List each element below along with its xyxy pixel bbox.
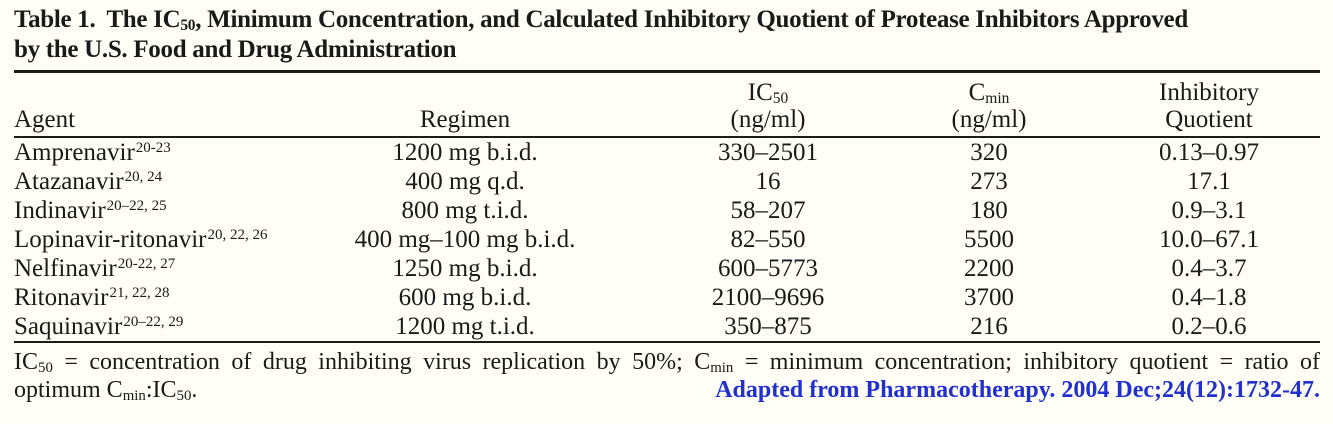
table-header: Agent Regimen IC50 (ng/ml) Cmin (ng/ml) … — [14, 73, 1320, 138]
footnote-ic50-subscript2: 50 — [176, 388, 192, 405]
cell-regimen: 600 mg b.i.d. — [398, 284, 532, 311]
agent-name: Ritonavir — [14, 284, 109, 311]
col-header-inhibitory-quotient: Inhibitory Quotient — [1042, 73, 1320, 138]
footnote-text-c: = minimum concentration; inhibitory quot… — [733, 349, 1320, 375]
table-body: Amprenavir20-23 1200 mg b.i.d. 330–2501 … — [14, 137, 1320, 342]
cell-inhibitory-quotient: 0.13–0.97 — [1159, 139, 1259, 166]
cell-cmin: 216 — [970, 313, 1008, 340]
cell-inhibitory-quotient: 0.4–3.7 — [1171, 255, 1247, 282]
agent-reference-superscript: 20, 22, 26 — [207, 227, 268, 244]
cell-cmin: 320 — [970, 139, 1008, 166]
cell-regimen: 400 mg–100 mg b.i.d. — [354, 226, 576, 253]
col-header-cmin: Cmin (ng/ml) — [936, 73, 1042, 138]
cell-cmin: 180 — [970, 197, 1008, 224]
cell-ic50: 58–207 — [730, 197, 806, 224]
agent-name: Nelfinavir — [14, 255, 117, 282]
cell-ic50: 2100–9696 — [711, 284, 825, 311]
table-row-atazanavir: Atazanavir20, 24 400 mg q.d. 16 273 17.1 — [14, 167, 1320, 196]
cell-inhibitory-quotient: 10.0–67.1 — [1159, 226, 1259, 253]
title-ic50-subscript: 50 — [180, 17, 196, 35]
cell-regimen: 1250 mg b.i.d. — [392, 255, 538, 282]
table-row-ritonavir: Ritonavir21, 22, 28 600 mg b.i.d. 2100–9… — [14, 283, 1320, 312]
cell-agent: Atazanavir20, 24 — [14, 167, 330, 196]
footnote-period: . — [191, 377, 198, 403]
cell-inhibitory-quotient: 0.4–1.8 — [1171, 284, 1247, 311]
agent-reference-superscript: 20–22, 25 — [106, 198, 167, 215]
cell-cmin: 2200 — [964, 255, 1014, 282]
footnote-ic50-subscript: 50 — [38, 360, 53, 377]
title-text-b: , Minimum Concentration, and Calculated … — [195, 6, 1188, 33]
cell-ic50: 82–550 — [730, 226, 806, 253]
cell-regimen: 1200 mg b.i.d. — [392, 139, 538, 166]
cell-regimen: 400 mg q.d. — [405, 168, 525, 195]
cell-cmin: 3700 — [964, 284, 1014, 311]
cmin-header-abbr: Cmin — [936, 79, 1042, 108]
agent-reference-superscript: 21, 22, 28 — [109, 285, 170, 302]
footnote-line2: optimum Cmin:IC50. — [14, 376, 197, 404]
table-title-line2: by the U.S. Food and Drug Administration — [14, 36, 457, 63]
table-number: Table 1. — [14, 6, 96, 33]
cmin-subscript: min — [985, 90, 1010, 108]
cell-cmin: 5500 — [964, 226, 1014, 253]
cell-agent: Lopinavir-ritonavir20, 22, 26 — [14, 225, 330, 254]
cell-cmin: 273 — [970, 168, 1008, 195]
ic50-header-unit: (ng/ml) — [730, 106, 806, 133]
cell-agent: Nelfinavir20-22, 27 — [14, 254, 330, 283]
iq-header-line1: Inhibitory — [1159, 79, 1259, 106]
cell-regimen: 800 mg t.i.d. — [401, 197, 529, 224]
agent-name: Amprenavir — [14, 139, 135, 166]
cell-agent: Indinavir20–22, 25 — [14, 196, 330, 225]
iq-header-line2: Quotient — [1165, 106, 1253, 133]
cell-agent: Amprenavir20-23 — [14, 137, 330, 167]
source-citation: Adapted from Pharmacotherapy. 2004 Dec;2… — [715, 377, 1320, 403]
title-text-a: The IC — [106, 6, 181, 33]
ic50-header-abbr: IC50 — [600, 79, 936, 108]
table-row-nelfinavir: Nelfinavir20-22, 27 1250 mg b.i.d. 600–5… — [14, 254, 1320, 283]
cmin-header-unit: (ng/ml) — [951, 106, 1027, 133]
cell-agent: Saquinavir20–22, 29 — [14, 312, 330, 342]
agent-name: Saquinavir — [14, 313, 123, 340]
ic50-subscript: 50 — [772, 90, 789, 108]
footnote-cmin-subscript: min — [710, 360, 734, 377]
table-row-lopinavir-ritonavir: Lopinavir-ritonavir20, 22, 26 400 mg–100… — [14, 225, 1320, 254]
col-header-ic50: IC50 (ng/ml) — [600, 73, 936, 138]
table-row-indinavir: Indinavir20–22, 25 800 mg t.i.d. 58–207 … — [14, 196, 1320, 225]
cell-regimen: 1200 mg t.i.d. — [395, 313, 535, 340]
footnote-bottom-row: optimum Cmin:IC50. Adapted from Pharmaco… — [14, 376, 1320, 404]
agent-name: Indinavir — [14, 197, 106, 224]
cmin-label: C — [968, 79, 986, 106]
table-row-saquinavir: Saquinavir20–22, 29 1200 mg t.i.d. 350–8… — [14, 312, 1320, 342]
table-footnote: IC50 = concentration of drug inhibiting … — [14, 343, 1320, 404]
col-header-agent: Agent — [14, 73, 330, 138]
agent-reference-superscript: 20, 24 — [124, 169, 163, 186]
header-row: Agent Regimen IC50 (ng/ml) Cmin (ng/ml) … — [14, 73, 1320, 138]
cell-inhibitory-quotient: 17.1 — [1187, 168, 1231, 195]
agent-reference-superscript: 20-23 — [135, 140, 171, 157]
footnote-optimum: optimum C — [14, 377, 123, 403]
cell-ic50: 350–875 — [724, 313, 812, 340]
ic50-label: IC — [747, 79, 773, 106]
agent-name: Atazanavir — [14, 168, 124, 195]
footnote-line1: IC50 = concentration of drug inhibiting … — [14, 348, 1320, 376]
table-title-line1: Table 1. The IC50, Minimum Concentration,… — [14, 5, 1320, 35]
agent-reference-superscript: 20-22, 27 — [117, 256, 176, 273]
col-header-regimen: Regimen — [330, 73, 600, 138]
cell-inhibitory-quotient: 0.9–3.1 — [1171, 197, 1247, 224]
footnote-cmin-subscript2: min — [122, 388, 146, 405]
cell-ic50: 330–2501 — [718, 139, 818, 166]
agent-reference-superscript: 20–22, 29 — [123, 314, 184, 331]
footnote-text-b: = concentration of drug inhibiting virus… — [52, 349, 711, 375]
cell-inhibitory-quotient: 0.2–0.6 — [1171, 313, 1247, 340]
footnote-ic50: IC — [14, 349, 38, 375]
cell-ic50: 16 — [755, 168, 781, 195]
protease-inhibitor-table: Agent Regimen IC50 (ng/ml) Cmin (ng/ml) … — [14, 73, 1320, 343]
agent-name: Lopinavir-ritonavir — [14, 226, 207, 253]
cell-ic50: 600–5773 — [718, 255, 818, 282]
footnote-ratio-ic: :IC — [145, 377, 177, 403]
cell-agent: Ritonavir21, 22, 28 — [14, 283, 330, 312]
table-row-amprenavir: Amprenavir20-23 1200 mg b.i.d. 330–2501 … — [14, 137, 1320, 167]
table-title: Table 1. The IC50, Minimum Concentration,… — [14, 5, 1320, 73]
